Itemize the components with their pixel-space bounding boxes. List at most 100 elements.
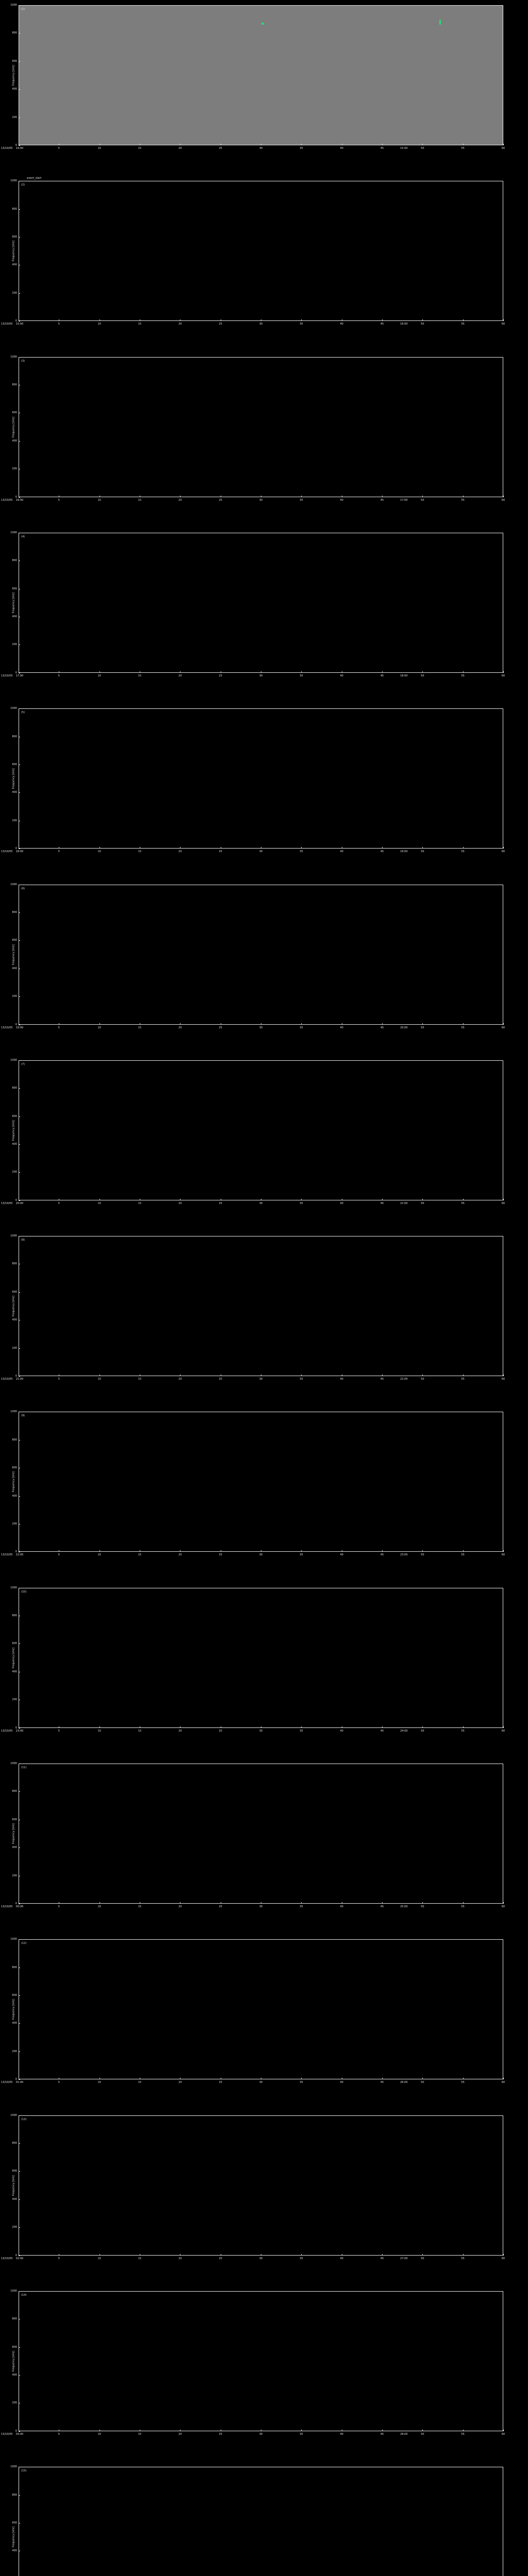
x-tick-label: 50 [421,1905,424,1908]
spectrogram-canvas: (2) [19,181,503,321]
x-tick-label: 15 [138,674,142,677]
x-tick-mark [382,1375,383,1377]
spectrogram-canvas: (1) [19,5,503,145]
y-tick-mark [19,996,20,997]
x-tick-label: 35 [300,147,303,150]
panel-index-label: (11) [21,1766,27,1769]
x-tick-label: 5 [58,1553,60,1557]
y-axis-label: Frequency [kHz] [12,416,15,437]
x-tick-label: 40 [340,2432,343,2436]
x-tick-label: 10 [97,323,101,326]
y-tick-mark [19,2143,20,2144]
signal-streak [439,20,441,25]
y-axis-label: Frequency [kHz] [12,64,15,86]
x-tick-label: 50 [421,850,424,854]
signal-streak [261,22,264,25]
plot-area: (2) Frequency [kHz] 0 200 400 600 800 1000 5 10 15… [1,177,505,326]
x-tick-label: 30 [259,147,263,150]
x-tick-label: 50 [421,2257,424,2260]
x-tick-label: 40 [340,2081,343,2084]
waterfall-panel: (3) Frequency [kHz] 0 200 400 600 800 1000 5 10 15… [0,352,528,525]
y-tick-label: 200 [12,1171,17,1174]
date-label: 13/10/05 [1,1553,13,1557]
y-tick-mark [19,237,20,238]
x-tick-label: 15 [138,1378,142,1381]
x-tick-label: 30 [259,323,263,326]
x-tick-label: 60 [501,1378,505,1381]
x-tick-mark [463,1902,464,1904]
x-tick-mark [422,495,423,497]
x-tick-label: 45 [380,2432,384,2436]
x-tick-mark [422,1198,423,1200]
y-tick-label: 800 [12,1262,17,1266]
y-tick-label: 400 [12,967,17,970]
x-tick-mark [463,1198,464,1200]
x-tick-label: 40 [340,1026,343,1029]
y-tick-mark [19,1643,20,1645]
x-tick-label: 45 [380,850,384,854]
y-tick-label: 400 [12,1142,17,1146]
plot-area: (11) Frequency [kHz] 0 200 400 600 800 1000 5 10 1… [1,1762,505,1908]
y-tick-label: 400 [12,2549,17,2553]
x-tick-label: 25 [219,498,222,502]
spectrogram-canvas: (8) [19,1236,503,1377]
x-tick-mark [463,1550,464,1552]
x-tick-label: 50 [421,323,424,326]
x-tick-mark [382,671,383,673]
x-tick-label: 20 [178,1729,182,1733]
x-tick-mark [382,1023,383,1025]
x-tick-mark [301,1902,302,1904]
x-tick-label: 45 [380,1553,384,1557]
y-tick-label: 600 [12,1642,17,1646]
y-axis-label: Frequency [kHz] [12,1823,15,1844]
x-tick-label: 20 [178,674,182,677]
x-tick-mark [503,319,504,321]
panel-index-label: (3) [21,359,25,363]
y-tick-mark [19,1791,20,1792]
y-axis-label: Frequency [kHz] [12,2175,15,2196]
x-tick-label: 5 [58,2257,60,2260]
date-label: 13/10/05 [1,2081,13,2084]
y-tick-label: 200 [12,819,17,822]
y-tick-label: 200 [12,2226,17,2229]
y-tick-mark [19,117,20,118]
y-tick-label: 600 [12,1290,17,1294]
x-tick-label: 25 [219,2432,222,2436]
end-time-label: 18:00 [400,674,408,677]
y-tick-label: 1000 [10,1234,17,1238]
y-tick-label: 800 [12,1965,17,1969]
plot-area: (9) Frequency [kHz] 0 200 400 600 800 1000 5 10 15… [1,1410,505,1556]
y-tick-label: 0 [15,1902,17,1905]
x-tick-mark [422,1726,423,1728]
y-axis-label: Frequency [kHz] [12,1647,15,1668]
x-tick-label: 55 [461,850,465,854]
x-tick-mark [301,2253,302,2256]
waterfall-panel: (1) Frequency [kHz] 0 200 400 600 800 1000 5 10 15… [0,0,528,173]
panel-index-label: (7) [21,1062,25,1066]
start-time-label: 14:00 [15,147,24,150]
x-tick-label: 60 [501,1905,505,1908]
spectrogram-canvas: (9) [19,1412,503,1552]
x-tick-label: 60 [501,2432,505,2436]
y-tick-mark [19,1292,20,1293]
plot-area: (7) Frequency [kHz] 0 200 400 600 800 1000 5 10 15… [1,1059,505,1205]
end-time-label: 16:00 [400,323,408,326]
y-tick-mark [19,293,20,294]
x-tick-mark [422,1375,423,1377]
plot-area: (1) Frequency [kHz] 0 200 400 600 800 1000 5 10 15… [1,4,505,150]
x-tick-label: 55 [461,1553,465,1557]
x-tick-label: 50 [421,1026,424,1029]
y-tick-mark [19,440,20,442]
x-tick-label: 40 [340,1905,343,1908]
start-time-label: 19:00 [15,1026,24,1029]
y-axis-label: Frequency [kHz] [12,944,15,965]
plot-area: (3) Frequency [kHz] 0 200 400 600 800 1000 5 10 15… [1,355,505,502]
x-tick-label: 25 [219,1026,222,1029]
y-axis-label: Frequency [kHz] [12,768,15,789]
y-tick-label: 0 [15,671,17,674]
spectrogram-canvas: (11) [19,1764,503,1904]
y-tick-label: 400 [12,791,17,794]
end-time-label: 26:00 [400,2081,408,2084]
y-tick-label: 800 [12,31,17,35]
x-tick-label: 10 [97,1201,101,1205]
